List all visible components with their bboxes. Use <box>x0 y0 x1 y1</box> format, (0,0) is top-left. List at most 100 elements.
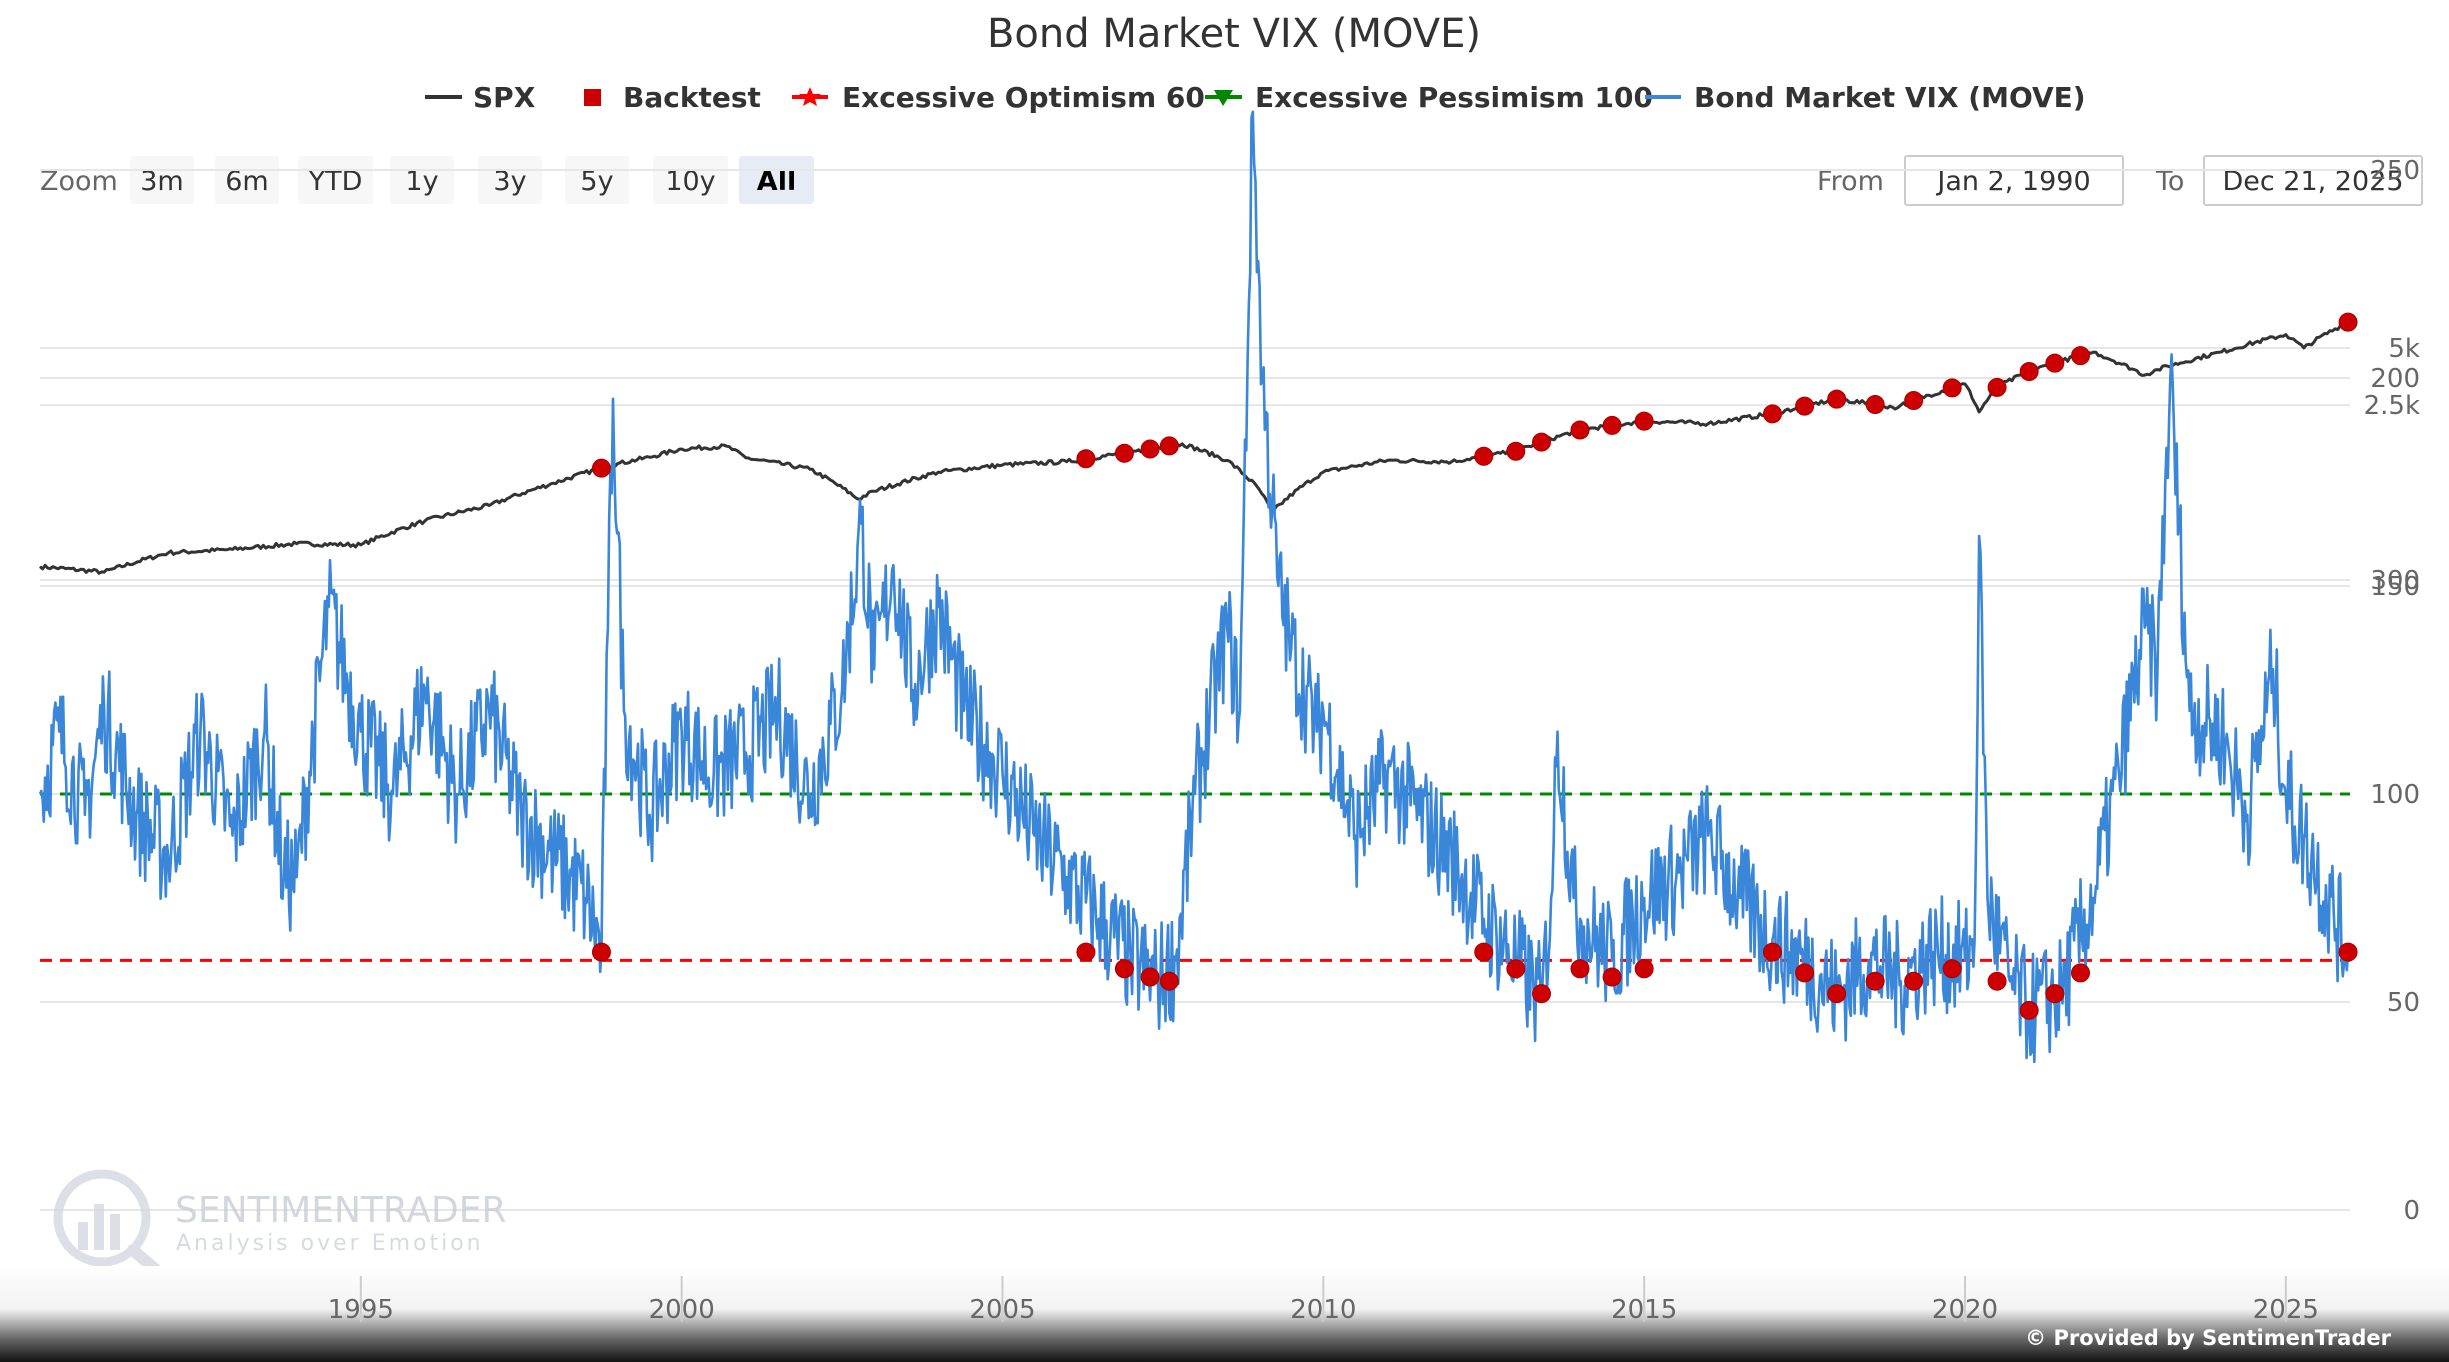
legend-item-backtest[interactable]: Backtest <box>584 81 761 114</box>
chart-title: Bond Market VIX (MOVE) <box>987 11 1481 57</box>
to-label: To <box>2155 166 2184 197</box>
provider-credit: © Provided by SentimenTrader <box>2025 1326 2391 1350</box>
spx-backtest-marker[interactable] <box>2338 312 2358 332</box>
x-tick-label: 2000 <box>649 1295 715 1325</box>
spx-backtest-marker[interactable] <box>1140 439 1160 459</box>
move-backtest-marker[interactable] <box>1140 967 1160 987</box>
x-tick-label: 2010 <box>1290 1295 1356 1325</box>
legend-item-spx[interactable]: SPX <box>425 81 536 114</box>
spx-backtest-marker[interactable] <box>2045 353 2065 373</box>
move-backtest-marker[interactable] <box>1763 942 1782 962</box>
from-date-input[interactable]: Jan 2, 1990 <box>1904 155 2124 206</box>
move-backtest-marker[interactable] <box>1987 971 2007 991</box>
magnifier-logo-icon <box>53 1169 176 1288</box>
move-backtest-marker[interactable] <box>1865 971 1885 991</box>
spx-backtest-marker[interactable] <box>1865 395 1885 415</box>
zoom-label: Zoom <box>40 166 118 197</box>
spx-backtest-marker[interactable] <box>1506 441 1526 461</box>
spx-backtest-marker[interactable] <box>1114 443 1134 463</box>
move-backtest-marker[interactable] <box>1159 971 1179 991</box>
y-tick-label-lower: 200 <box>2370 364 2420 394</box>
move-backtest-marker[interactable] <box>1795 963 1815 983</box>
triangle-down-icon <box>1214 90 1233 106</box>
svg-text:SENTIMENTRADER: SENTIMENTRADER <box>175 1190 507 1231</box>
svg-text:YTD: YTD <box>308 166 363 197</box>
series <box>38 110 2350 1064</box>
spx-backtest-marker[interactable] <box>1763 404 1782 424</box>
x-tick-label: 1995 <box>328 1295 394 1325</box>
spx-backtest-marker[interactable] <box>1532 432 1551 452</box>
move-backtest-marker[interactable] <box>1114 959 1134 979</box>
move-backtest-marker[interactable] <box>2019 1000 2039 1020</box>
zoom-button-6m[interactable]: 6m <box>215 156 279 204</box>
y-tick-label-lower: 50 <box>2387 988 2420 1018</box>
spx-series-line <box>39 320 2349 575</box>
spx-backtest-marker[interactable] <box>1076 449 1096 469</box>
backtest-square-icon <box>584 89 601 106</box>
spx-backtest-marker[interactable] <box>1474 446 1494 466</box>
spx-backtest-marker[interactable] <box>1602 415 1622 435</box>
move-backtest-marker[interactable] <box>1827 984 1847 1004</box>
spx-backtest-marker[interactable] <box>2071 346 2090 366</box>
spx-backtest-marker[interactable] <box>1795 396 1815 416</box>
svg-text:Excessive Pessimism 100: Excessive Pessimism 100 <box>1255 81 1653 114</box>
svg-text:Excessive Optimism 60: Excessive Optimism 60 <box>842 81 1205 114</box>
zoom-button-5y[interactable]: 5y <box>565 156 629 204</box>
move-backtest-marker[interactable] <box>2045 984 2065 1004</box>
move-backtest-marker[interactable] <box>2338 942 2358 962</box>
spx-backtest-marker[interactable] <box>1942 378 1962 398</box>
y-tick-label-lower: 0 <box>2403 1196 2420 1226</box>
move-backtest-marker[interactable] <box>1474 942 1494 962</box>
star-icon <box>799 87 821 106</box>
y-tick-label-lower: 250 <box>2370 156 2420 186</box>
zoom-button-3m[interactable]: 3m <box>130 156 194 204</box>
svg-text:3y: 3y <box>493 166 526 197</box>
spx-backtest-marker[interactable] <box>1570 420 1590 440</box>
move-backtest-marker[interactable] <box>1532 984 1551 1004</box>
zoom-button-1y[interactable]: 1y <box>390 156 454 204</box>
y-tick-label-upper: 300 <box>2370 566 2420 596</box>
spx-backtest-marker[interactable] <box>2019 362 2039 382</box>
svg-text:Bond Market VIX (MOVE): Bond Market VIX (MOVE) <box>1694 81 2086 114</box>
y-axis: 300 2.5k 5k 0 50 100 150 200 250 <box>2364 156 2420 1226</box>
backtest-signals <box>591 312 2358 1020</box>
navigator-band[interactable] <box>0 1266 2449 1362</box>
move-backtest-marker[interactable] <box>1506 959 1526 979</box>
svg-text:Backtest: Backtest <box>623 81 761 114</box>
zoom-button-all[interactable]: All <box>739 156 814 204</box>
move-backtest-marker[interactable] <box>1076 942 1096 962</box>
y-tick-label-lower: 100 <box>2370 780 2420 810</box>
svg-text:Dec 21, 2025: Dec 21, 2025 <box>2222 166 2403 197</box>
y-tick-label-upper: 5k <box>2388 334 2420 364</box>
move-backtest-marker[interactable] <box>1602 967 1622 987</box>
spx-backtest-marker[interactable] <box>1827 389 1847 409</box>
spx-backtest-marker[interactable] <box>1634 411 1654 431</box>
svg-text:6m: 6m <box>225 166 268 197</box>
move-backtest-marker[interactable] <box>1904 971 1924 991</box>
move-backtest-marker[interactable] <box>1942 959 1962 979</box>
range-selector: Zoom 3m 6m YTD 1y 3y 5y 10y All From Jan 2, 199… <box>40 155 2423 206</box>
legend-item-excessive-optimism[interactable]: Excessive Optimism 60 <box>792 81 1205 114</box>
svg-text:10y: 10y <box>665 166 715 197</box>
move-backtest-marker[interactable] <box>591 942 611 962</box>
move-backtest-marker[interactable] <box>2071 963 2090 983</box>
to-date-input[interactable]: Dec 21, 2025 <box>2203 155 2423 206</box>
zoom-button-10y[interactable]: 10y <box>653 156 728 204</box>
zoom-button-3y[interactable]: 3y <box>478 156 542 204</box>
spx-backtest-marker[interactable] <box>1159 436 1179 456</box>
spx-backtest-marker[interactable] <box>1987 377 2007 397</box>
x-axis: 1995 2000 2005 2010 2015 2020 2025 <box>328 1276 2319 1325</box>
spx-backtest-marker[interactable] <box>591 458 611 478</box>
move-backtest-marker[interactable] <box>1634 959 1654 979</box>
x-tick-label: 2020 <box>1932 1295 1998 1325</box>
y-tick-label-upper: 2.5k <box>2364 391 2420 421</box>
svg-text:Analysis over Emotion: Analysis over Emotion <box>176 1231 484 1256</box>
svg-text:SPX: SPX <box>473 81 536 114</box>
zoom-button-ytd[interactable]: YTD <box>298 156 373 204</box>
legend-item-move[interactable]: Bond Market VIX (MOVE) <box>1645 81 2086 114</box>
spx-backtest-marker[interactable] <box>1904 390 1924 410</box>
x-tick-label: 2005 <box>969 1295 1035 1325</box>
move-backtest-marker[interactable] <box>1570 959 1590 979</box>
legend-item-excessive-pessimism[interactable]: Excessive Pessimism 100 <box>1205 81 1653 114</box>
